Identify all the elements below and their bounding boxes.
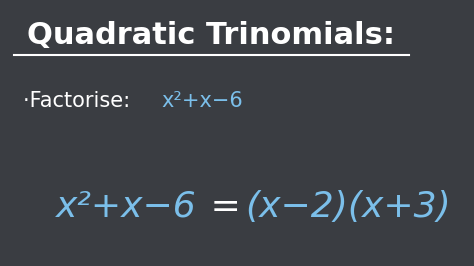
Text: x²+x−6: x²+x−6 xyxy=(56,190,197,224)
Text: =: = xyxy=(199,190,252,224)
Text: (x−2)(x+3): (x−2)(x+3) xyxy=(245,190,451,224)
Text: x²+x−6: x²+x−6 xyxy=(161,92,243,111)
Text: ·Factorise:: ·Factorise: xyxy=(23,92,137,111)
Text: Quadratic Trinomials:: Quadratic Trinomials: xyxy=(27,21,395,50)
